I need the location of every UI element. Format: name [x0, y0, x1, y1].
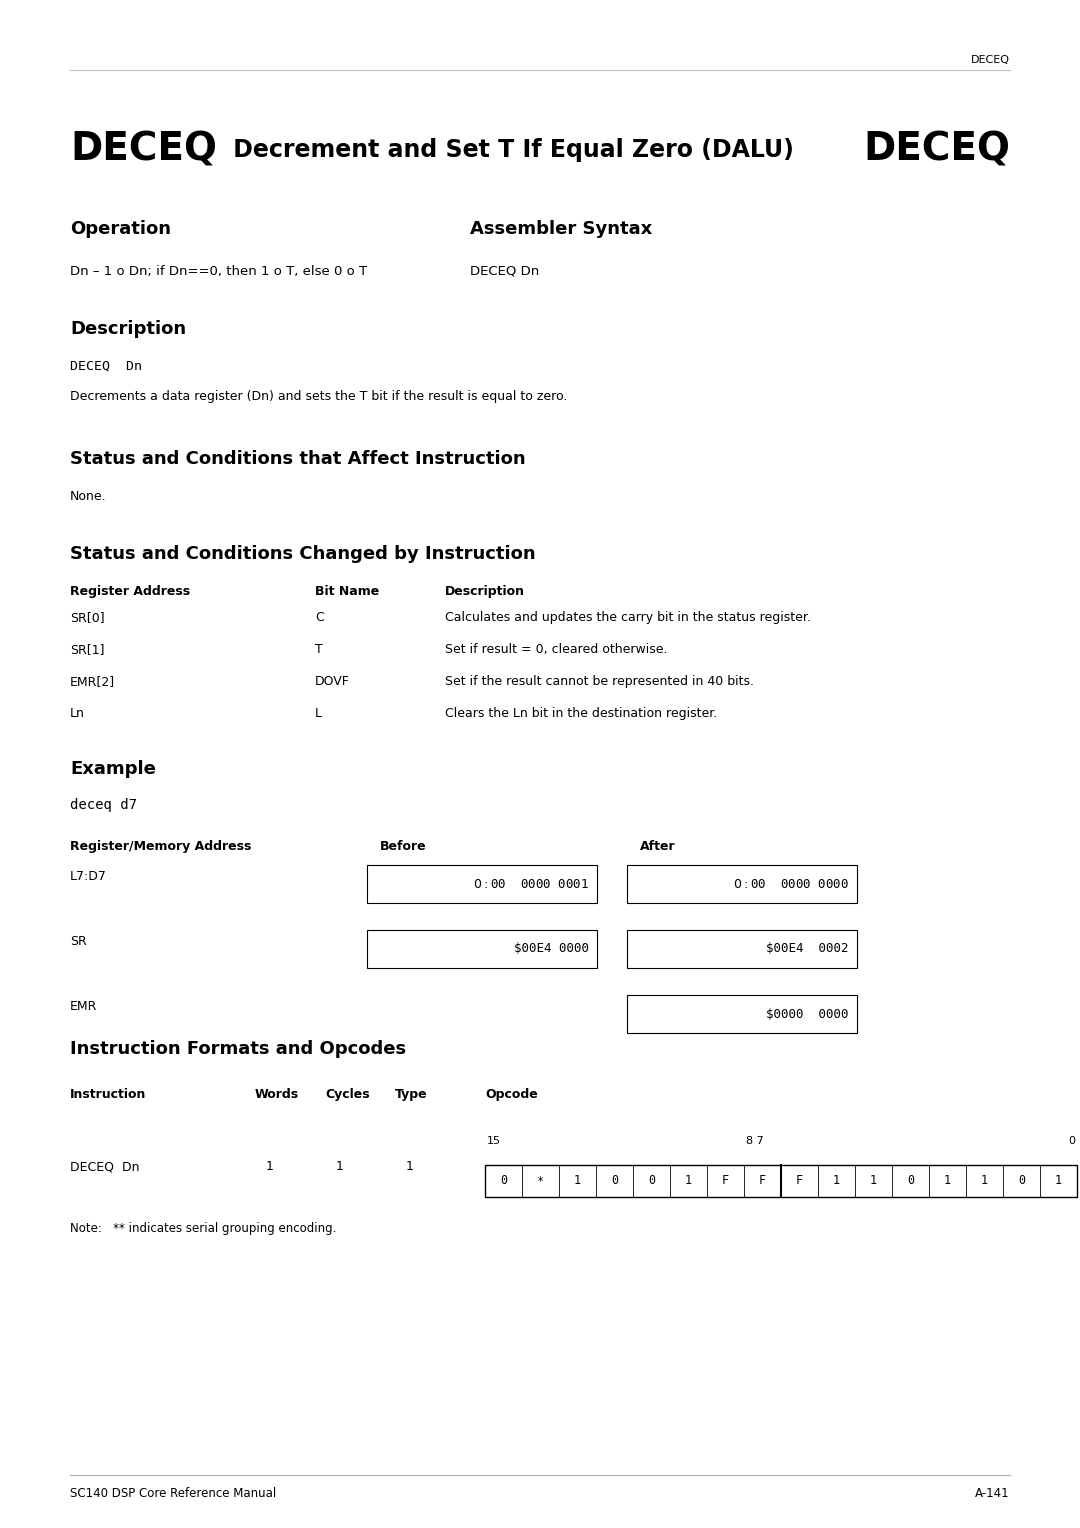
Text: DECEQ: DECEQ	[863, 130, 1010, 168]
Text: Description: Description	[70, 319, 186, 338]
Text: F: F	[796, 1175, 804, 1187]
Text: Decrement and Set T If Equal Zero (DALU): Decrement and Set T If Equal Zero (DALU)	[225, 138, 802, 162]
Text: $00E4 0000: $00E4 0000	[514, 943, 589, 955]
Text: DECEQ Dn: DECEQ Dn	[470, 264, 539, 278]
Text: Status and Conditions that Affect Instruction: Status and Conditions that Affect Instru…	[70, 451, 526, 468]
Text: L7:D7: L7:D7	[70, 869, 107, 883]
Text: 1: 1	[573, 1175, 581, 1187]
Text: 15: 15	[487, 1135, 501, 1146]
Text: SC140 DSP Core Reference Manual: SC140 DSP Core Reference Manual	[70, 1487, 276, 1500]
Text: DECEQ  Dn: DECEQ Dn	[70, 1160, 139, 1174]
Text: 1: 1	[833, 1175, 840, 1187]
Text: Description: Description	[445, 585, 525, 597]
Bar	[367, 865, 597, 903]
Text: After: After	[640, 840, 676, 853]
Text: Decrements a data register (Dn) and sets the T bit if the result is equal to zer: Decrements a data register (Dn) and sets…	[70, 390, 567, 403]
Text: Set if result = 0, cleared otherwise.: Set if result = 0, cleared otherwise.	[445, 643, 667, 656]
Bar	[627, 995, 858, 1033]
Text: 1: 1	[266, 1160, 274, 1174]
Text: 0: 0	[611, 1175, 618, 1187]
Text: EMR: EMR	[70, 999, 97, 1013]
Text: 1: 1	[685, 1175, 692, 1187]
Text: Instruction: Instruction	[70, 1088, 147, 1102]
Text: deceq d7: deceq d7	[70, 798, 137, 811]
Text: Ln: Ln	[70, 707, 85, 720]
Text: Before: Before	[380, 840, 427, 853]
Text: Register/Memory Address: Register/Memory Address	[70, 840, 252, 853]
Text: Dn – 1 o Dn; if Dn==0, then 1 o T, else 0 o T: Dn – 1 o Dn; if Dn==0, then 1 o T, else …	[70, 264, 367, 278]
Text: Note:   ** indicates serial grouping encoding.: Note: ** indicates serial grouping encod…	[70, 1222, 336, 1235]
Text: Cycles: Cycles	[325, 1088, 369, 1102]
Text: DECEQ  Dn: DECEQ Dn	[70, 361, 141, 373]
Text: $0000  0000: $0000 0000	[767, 1007, 849, 1021]
Text: EMR[2]: EMR[2]	[70, 675, 116, 688]
Text: 1: 1	[944, 1175, 951, 1187]
Text: $0:$00  0000 0000: $0:$00 0000 0000	[733, 877, 849, 891]
Text: A-141: A-141	[975, 1487, 1010, 1500]
Text: $00E4  0002: $00E4 0002	[767, 943, 849, 955]
Text: 0: 0	[1018, 1175, 1025, 1187]
Text: 0: 0	[648, 1175, 656, 1187]
Text: 0: 0	[500, 1175, 508, 1187]
Text: 8 7: 8 7	[746, 1135, 764, 1146]
Text: Instruction Formats and Opcodes: Instruction Formats and Opcodes	[70, 1041, 406, 1057]
Text: SR: SR	[70, 935, 86, 947]
Text: F: F	[759, 1175, 766, 1187]
Text: $0:$00  0000 0001: $0:$00 0000 0001	[473, 877, 589, 891]
Text: DECEQ: DECEQ	[70, 130, 217, 168]
Text: Register Address: Register Address	[70, 585, 190, 597]
Text: L: L	[315, 707, 322, 720]
Text: *: *	[537, 1175, 544, 1187]
Text: SR[0]: SR[0]	[70, 611, 105, 623]
Bar	[627, 931, 858, 969]
Text: Calculates and updates the carry bit in the status register.: Calculates and updates the carry bit in …	[445, 611, 811, 623]
Text: C: C	[315, 611, 324, 623]
Text: Status and Conditions Changed by Instruction: Status and Conditions Changed by Instruc…	[70, 545, 536, 562]
Bar	[367, 931, 597, 969]
Text: T: T	[315, 643, 323, 656]
Text: 1: 1	[406, 1160, 414, 1174]
Text: 1: 1	[869, 1175, 877, 1187]
Text: 0: 0	[1068, 1135, 1075, 1146]
Text: Clears the Ln bit in the destination register.: Clears the Ln bit in the destination reg…	[445, 707, 717, 720]
Text: SR[1]: SR[1]	[70, 643, 105, 656]
Text: 1: 1	[1055, 1175, 1062, 1187]
Text: Bit Name: Bit Name	[315, 585, 379, 597]
Text: Opcode: Opcode	[485, 1088, 538, 1102]
Text: None.: None.	[70, 490, 107, 503]
Text: DOVF: DOVF	[315, 675, 350, 688]
Text: 1: 1	[981, 1175, 988, 1187]
Bar	[627, 865, 858, 903]
Text: Words: Words	[255, 1088, 299, 1102]
Text: Type: Type	[395, 1088, 428, 1102]
Text: Operation: Operation	[70, 220, 171, 238]
Text: DECEQ: DECEQ	[971, 55, 1010, 66]
Text: Assembler Syntax: Assembler Syntax	[470, 220, 652, 238]
Text: Set if the result cannot be represented in 40 bits.: Set if the result cannot be represented …	[445, 675, 754, 688]
Text: 0: 0	[907, 1175, 914, 1187]
Text: F: F	[721, 1175, 729, 1187]
Bar	[485, 1164, 1077, 1196]
Text: 1: 1	[336, 1160, 343, 1174]
Text: Example: Example	[70, 759, 156, 778]
